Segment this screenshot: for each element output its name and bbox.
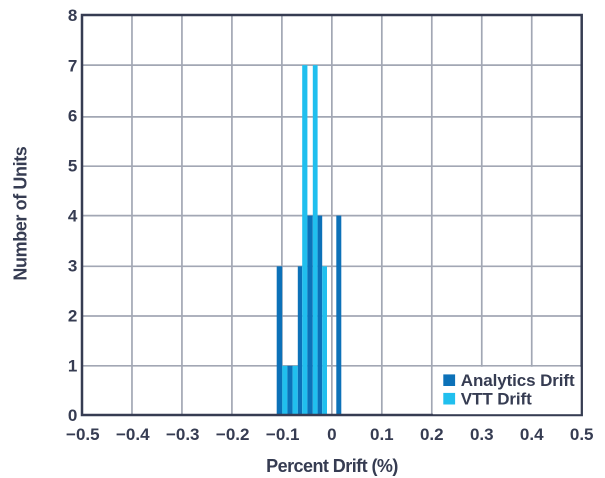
svg-text:6: 6 (68, 106, 77, 125)
svg-text:3: 3 (68, 256, 77, 275)
svg-text:0.2: 0.2 (420, 425, 444, 444)
svg-text:Percent Drift (%): Percent Drift (%) (266, 456, 398, 476)
svg-text:4: 4 (68, 206, 78, 225)
svg-text:0.4: 0.4 (520, 425, 544, 444)
svg-text:0.3: 0.3 (470, 425, 494, 444)
svg-text:2: 2 (68, 306, 77, 325)
svg-text:0.1: 0.1 (370, 425, 394, 444)
svg-text:−0.1: −0.1 (266, 425, 300, 444)
svg-text:0: 0 (68, 406, 77, 425)
svg-text:1: 1 (68, 357, 77, 376)
svg-text:VTT Drift: VTT Drift (461, 390, 532, 409)
svg-text:0.5: 0.5 (570, 425, 594, 444)
svg-text:−0.3: −0.3 (166, 425, 200, 444)
svg-text:Analytics Drift: Analytics Drift (461, 371, 575, 390)
svg-text:5: 5 (68, 156, 77, 175)
svg-text:−0.5: −0.5 (66, 425, 100, 444)
svg-text:−0.4: −0.4 (116, 425, 150, 444)
svg-text:7: 7 (68, 56, 77, 75)
svg-text:8: 8 (68, 6, 77, 25)
svg-text:0: 0 (327, 425, 336, 444)
svg-text:−0.2: −0.2 (216, 425, 250, 444)
svg-text:Number of Units: Number of Units (10, 146, 30, 280)
